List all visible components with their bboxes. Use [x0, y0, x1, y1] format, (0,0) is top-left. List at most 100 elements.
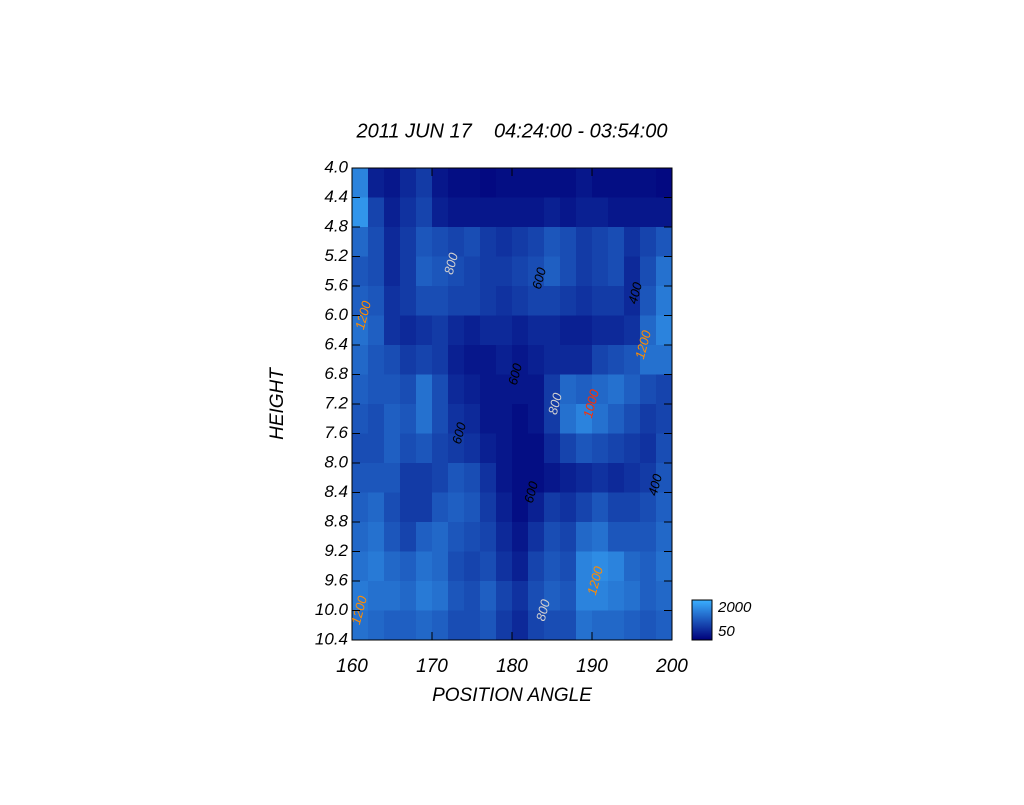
- heatmap-cell: [560, 581, 577, 611]
- heatmap-cell: [592, 374, 609, 405]
- heatmap-cell: [592, 197, 609, 228]
- heatmap-cell: [432, 286, 449, 316]
- heatmap-cell: [512, 492, 529, 523]
- heatmap-cell: [400, 256, 417, 287]
- heatmap-cell: [592, 315, 609, 346]
- heatmap-cell: [384, 610, 401, 641]
- heatmap-cell: [480, 463, 497, 493]
- heatmap-cell: [416, 286, 433, 316]
- heatmap-cell: [448, 374, 465, 405]
- heatmap-cell: [592, 610, 609, 641]
- y-tick-label: 5.2: [324, 246, 348, 265]
- heatmap-cell: [432, 345, 449, 375]
- heatmap-cell: [352, 581, 369, 611]
- heatmap-cell: [592, 433, 609, 464]
- heatmap-cell: [528, 433, 545, 464]
- heatmap-cell: [416, 522, 433, 552]
- heatmap-cell: [416, 256, 433, 287]
- heatmap-cell: [656, 492, 673, 523]
- heatmap-cell: [368, 610, 385, 641]
- heatmap-cell: [528, 610, 545, 641]
- heatmap-cell: [496, 256, 513, 287]
- heatmap-cell: [480, 315, 497, 346]
- heatmap-cell: [592, 551, 609, 582]
- heatmap-cell: [448, 522, 465, 552]
- heatmap-cell: [416, 315, 433, 346]
- heatmap-cell: [384, 256, 401, 287]
- heatmap-cell: [464, 492, 481, 523]
- y-tick-label: 9.6: [324, 570, 348, 589]
- heatmap-cell: [496, 315, 513, 346]
- heatmap-cell: [640, 610, 657, 641]
- heatmap-cell: [448, 168, 465, 198]
- heatmap-cell: [544, 433, 561, 464]
- heatmap-cell: [496, 581, 513, 611]
- heatmap-cell: [496, 286, 513, 316]
- heatmap-cell: [432, 374, 449, 405]
- heatmap-cell: [384, 286, 401, 316]
- heatmap-cell: [528, 522, 545, 552]
- heatmap-cell: [576, 227, 593, 257]
- heatmap-cell: [624, 551, 641, 582]
- y-tick-label: 10.0: [315, 600, 349, 619]
- contour-label: 800: [533, 597, 553, 623]
- heatmap-cell: [576, 581, 593, 611]
- heatmap-cell: [368, 315, 385, 346]
- heatmap-cell: [544, 315, 561, 346]
- heatmap-cell: [480, 610, 497, 641]
- heatmap-cell: [656, 522, 673, 552]
- heatmap-cell: [432, 168, 449, 198]
- heatmap-cell: [416, 551, 433, 582]
- heatmap-cell: [640, 345, 657, 375]
- heatmap-cell: [448, 404, 465, 434]
- y-tick-label: 9.2: [324, 541, 348, 560]
- y-tick-label: 10.4: [315, 629, 348, 648]
- heatmap-cell: [656, 197, 673, 228]
- heatmap-cell: [640, 374, 657, 405]
- y-tick-label: 8.0: [324, 452, 348, 471]
- heatmap-cell: [512, 581, 529, 611]
- heatmap-cell: [352, 404, 369, 434]
- y-tick-label: 7.2: [324, 393, 348, 412]
- heatmap-cell: [640, 404, 657, 434]
- heatmap-cell: [576, 286, 593, 316]
- heatmap-cell: [480, 404, 497, 434]
- heatmap-cell: [544, 551, 561, 582]
- heatmap-cell: [560, 286, 577, 316]
- heatmap-cell: [656, 433, 673, 464]
- heatmap-cell: [368, 433, 385, 464]
- heatmap-cell: [656, 551, 673, 582]
- heatmap-cell: [624, 197, 641, 228]
- heatmap-cell: [352, 197, 369, 228]
- heatmap-cell: [384, 433, 401, 464]
- heatmap-cell: [352, 492, 369, 523]
- heatmap-cell: [528, 168, 545, 198]
- heatmap-cell: [640, 463, 657, 493]
- heatmap-cell: [480, 286, 497, 316]
- heatmap-cell: [656, 345, 673, 375]
- heatmap-cell: [352, 522, 369, 552]
- heatmap-cell: [464, 463, 481, 493]
- heatmap-cell: [528, 404, 545, 434]
- heatmap-cell: [544, 610, 561, 641]
- heatmap-cell: [496, 492, 513, 523]
- heatmap-cell: [352, 433, 369, 464]
- heatmap-cell: [656, 256, 673, 287]
- heatmap-cell: [368, 551, 385, 582]
- heatmap-cell: [400, 286, 417, 316]
- heatmap-cell: [544, 345, 561, 375]
- x-axis-label: POSITION ANGLE: [432, 685, 592, 706]
- heatmap-cell: [384, 463, 401, 493]
- heatmap-cell: [464, 551, 481, 582]
- heatmap-cell: [400, 492, 417, 523]
- heatmap-cell: [656, 610, 673, 641]
- heatmap-cell: [528, 227, 545, 257]
- contour-label: 1200: [352, 299, 374, 332]
- heatmap-cell: [416, 404, 433, 434]
- contour-label: 600: [505, 361, 525, 387]
- heatmap-cell: [352, 610, 369, 641]
- heatmap-cell: [624, 315, 641, 346]
- heatmap-cell: [576, 492, 593, 523]
- y-tick-label: 7.6: [324, 423, 348, 442]
- heatmap-cell: [368, 374, 385, 405]
